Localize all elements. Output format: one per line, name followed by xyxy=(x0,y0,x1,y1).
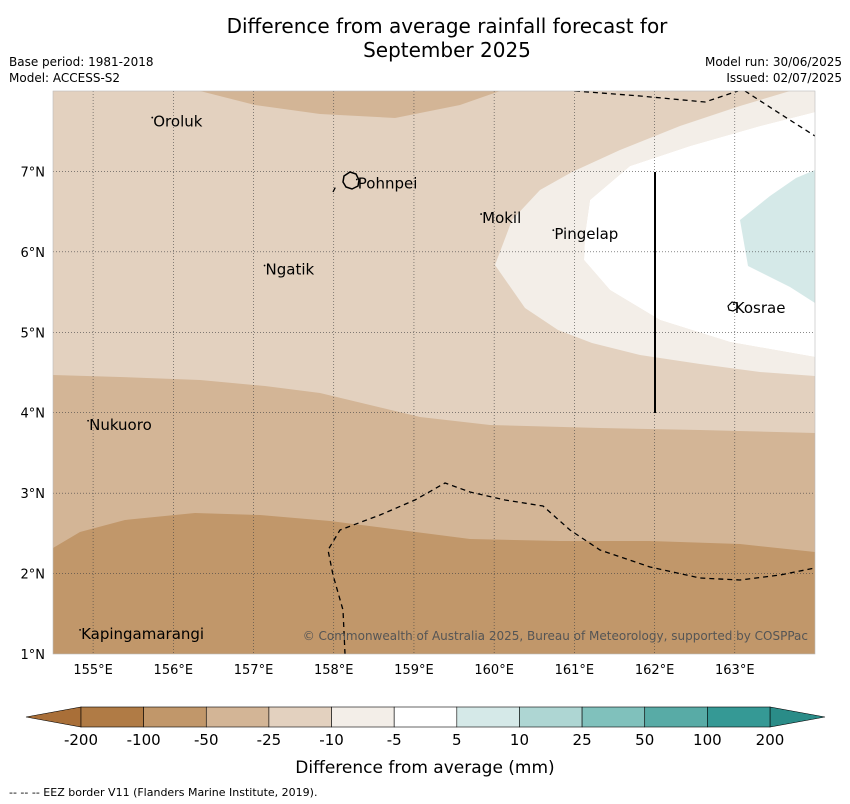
lat-tick-label: 3°N xyxy=(21,487,46,502)
lon-tick-label: 156°E xyxy=(154,663,194,678)
lon-tick-label: 160°E xyxy=(474,663,514,678)
colorbar-swatch xyxy=(644,706,708,728)
lon-tick-label: 163°E xyxy=(715,663,755,678)
lon-tick-label: 155°E xyxy=(73,663,113,678)
lon-tick-label: 158°E xyxy=(314,663,354,678)
meta-left: Base period: 1981-2018 Model: ACCESS-S2 xyxy=(9,54,154,86)
base-period: Base period: 1981-2018 xyxy=(9,55,154,69)
eez-border-north xyxy=(574,91,739,103)
colorbar-swatch xyxy=(331,706,395,728)
rainfall-field xyxy=(53,91,815,654)
colorbar-label: 25 xyxy=(573,731,592,749)
eez-border-south xyxy=(327,482,815,654)
band-near-average xyxy=(584,112,815,357)
place-labels: Oroluk Pohnpei Mokil Pingelap Ngatik Kosrae Nu… xyxy=(79,113,785,643)
colorbar-label: -10 xyxy=(319,731,344,749)
colorbar-swatch xyxy=(205,706,270,728)
lon-tick-label: 162°E xyxy=(635,663,675,678)
colorbar: -200 -100 -50 -25 -10 -5 5 10 25 50 100 200 xyxy=(25,706,826,749)
lat-tick-label: 2°N xyxy=(21,568,46,583)
colorbar-extend-high xyxy=(769,706,826,728)
lon-tick-label: 161°E xyxy=(555,663,595,678)
lat-tick-label: 4°N xyxy=(21,407,46,422)
colorbar-label: -25 xyxy=(257,731,282,749)
colorbar-swatch xyxy=(143,706,207,728)
colorbar-label: -50 xyxy=(194,731,219,749)
place-label-mokil: Mokil xyxy=(482,209,521,227)
colorbar-swatch xyxy=(268,706,332,728)
colorbar-swatch xyxy=(581,706,646,728)
place-marker xyxy=(355,178,358,181)
eez-borders xyxy=(327,91,815,654)
model-name: Model: ACCESS-S2 xyxy=(9,71,121,85)
colorbar-label: -100 xyxy=(127,731,161,749)
colorbar-label: 5 xyxy=(452,731,462,749)
colorbar-label: -5 xyxy=(387,731,402,749)
eez-border-west xyxy=(332,185,337,193)
lat-tick-label: 6°N xyxy=(21,246,46,261)
issued-date: Issued: 02/07/2025 xyxy=(726,71,842,85)
place-marker xyxy=(732,303,735,306)
title-line-2: September 2025 xyxy=(363,38,531,62)
title-line-1: Difference from average rainfall forecas… xyxy=(226,14,668,38)
lat-tick-label: 7°N xyxy=(21,165,46,180)
lat-tick-label: 1°N xyxy=(21,648,46,663)
band-minus-100 xyxy=(53,513,815,654)
copyright-text: © Commonwealth of Australia 2025, Bureau… xyxy=(303,629,808,643)
map-figure: Oroluk Pohnpei Mokil Pingelap Ngatik Kosrae Nu… xyxy=(21,90,826,778)
lon-tick-label: 159°E xyxy=(394,663,434,678)
place-label-nukuoro: Nukuoro xyxy=(89,416,152,434)
place-marker xyxy=(151,116,154,119)
colorbar-swatch xyxy=(707,706,771,728)
colorbar-swatch xyxy=(519,706,583,728)
colorbar-swatch xyxy=(393,706,458,728)
place-label-pohnpei: Pohnpei xyxy=(358,174,418,192)
lat-tick-label: 5°N xyxy=(21,326,46,341)
place-label-kosrae: Kosrae xyxy=(735,299,786,317)
place-marker xyxy=(552,229,555,232)
colorbar-label: -200 xyxy=(64,731,98,749)
colorbar-label: 50 xyxy=(635,731,654,749)
place-marker xyxy=(480,213,483,215)
meta-right: Model run: 30/06/2025 Issued: 02/07/2025 xyxy=(705,54,842,86)
eez-footnote: -- -- -- EEZ border V11 (Flanders Marine… xyxy=(9,786,318,799)
pohnpei-island xyxy=(342,171,360,190)
colorbar-swatch xyxy=(456,706,520,728)
colorbar-label: 100 xyxy=(693,731,722,749)
map-frame xyxy=(52,90,816,655)
colorbar-extend-low xyxy=(25,706,82,728)
colorbar-swatch xyxy=(80,706,144,728)
model-run: Model run: 30/06/2025 xyxy=(704,55,842,69)
place-marker xyxy=(79,628,81,631)
kosrae-island xyxy=(727,301,739,312)
colorbar-title: Difference from average (mm) xyxy=(295,758,554,778)
colorbar-label: 200 xyxy=(756,731,785,749)
map-title: Difference from average rainfall forecas… xyxy=(0,14,850,62)
longitude-ticks: 155°E 156°E 157°E 158°E 159°E 160°E 161°E 162°E… xyxy=(73,663,754,678)
place-marker xyxy=(263,264,266,267)
place-label-ngatik: Ngatik xyxy=(266,261,315,279)
latitude-ticks: 7°N 6°N 5°N 4°N 3°N 2°N 1°N xyxy=(21,165,46,663)
place-label-kapingamarangi: Kapingamarangi xyxy=(81,625,204,643)
band-minus-10 xyxy=(495,91,815,376)
lon-tick-label: 157°E xyxy=(234,663,274,678)
band-plus-5 xyxy=(740,170,815,303)
band-minus-50-top xyxy=(200,91,500,118)
place-label-oroluk: Oroluk xyxy=(153,113,202,131)
place-marker xyxy=(87,419,89,422)
colorbar-label: 10 xyxy=(510,731,529,749)
place-label-pingelap: Pingelap xyxy=(554,225,618,243)
